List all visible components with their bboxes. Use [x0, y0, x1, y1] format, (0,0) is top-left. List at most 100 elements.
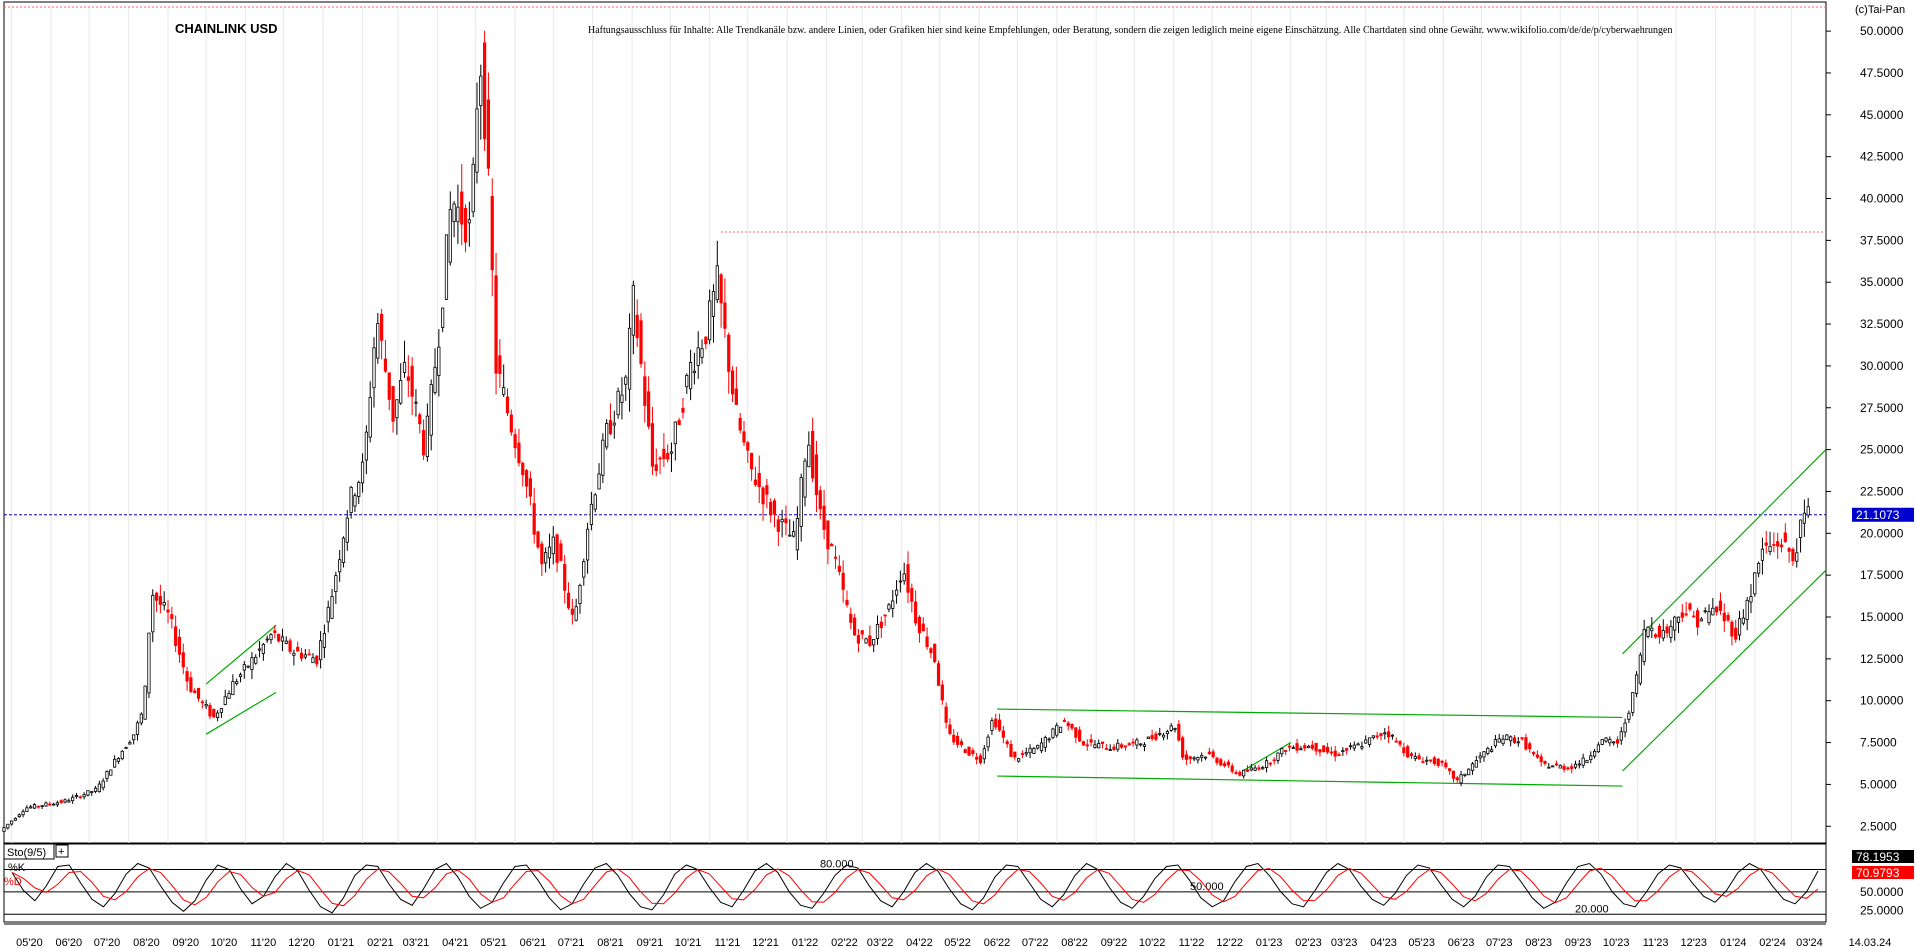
x-tick-label: 06'20: [56, 937, 83, 948]
candle-body: [1528, 743, 1532, 750]
candle-body: [166, 609, 170, 613]
candle-body: [1142, 744, 1147, 747]
candle-body: [1493, 739, 1498, 747]
indicator-y-tick-label: 25.0000: [1860, 904, 1904, 918]
candle-body: [1737, 618, 1742, 636]
candle-body: [1093, 744, 1097, 748]
candle-body: [1417, 755, 1421, 760]
candle-body: [1394, 740, 1398, 743]
y-tick-label: 12.5000: [1860, 652, 1904, 666]
candle-body: [25, 807, 29, 812]
candle-body: [990, 720, 994, 731]
candle-body: [925, 636, 929, 648]
candle-body: [1299, 748, 1303, 751]
candle-body: [349, 486, 353, 514]
x-tick-label: 09'20: [173, 937, 200, 948]
candle-body: [673, 421, 677, 445]
candle-body: [288, 640, 292, 652]
candle-body: [734, 388, 738, 405]
candle-body: [666, 452, 670, 460]
y-tick-label: 17.5000: [1860, 568, 1904, 582]
candle-body: [536, 531, 540, 548]
candle-body: [1463, 773, 1467, 776]
candle-body: [1650, 627, 1654, 632]
candle-body: [723, 302, 727, 329]
candle-body: [1253, 767, 1257, 771]
candle-body: [223, 696, 227, 705]
candle-body: [772, 500, 777, 515]
candle-body: [1352, 744, 1356, 749]
candle-body: [1730, 621, 1734, 637]
candle-body: [1642, 629, 1646, 662]
candle-body: [864, 638, 868, 644]
candle-body: [738, 417, 742, 431]
candle-body: [704, 336, 708, 345]
candle-body: [688, 362, 693, 390]
stochastic-level-label: 50.000: [1190, 881, 1224, 893]
candle-body: [986, 736, 990, 748]
candle-body: [185, 671, 189, 682]
candle-body: [616, 390, 620, 416]
candle-body: [1615, 739, 1620, 744]
candle-body: [425, 415, 429, 458]
indicator-title: Sto(9/5): [7, 847, 46, 859]
candle-body: [1066, 722, 1070, 727]
candle-body: [216, 712, 220, 718]
x-tick-label: 04'22: [906, 937, 933, 948]
x-tick-label: 11'20: [250, 937, 276, 948]
candle-body: [311, 657, 315, 664]
x-tick-label: 09'21: [637, 937, 664, 948]
candle-body: [372, 347, 376, 389]
candle-body: [128, 742, 132, 745]
candle-body: [1692, 615, 1696, 618]
candle-body: [162, 602, 166, 606]
x-tick-label: 09'22: [1101, 937, 1128, 948]
y-tick-label: 2.5000: [1860, 819, 1897, 833]
x-end-label: 14.03.24: [1849, 937, 1892, 948]
candle-body: [1116, 742, 1120, 750]
candle-body: [1554, 763, 1559, 766]
candle-body: [860, 630, 864, 635]
candle-body: [1783, 532, 1787, 542]
candle-body: [1787, 548, 1791, 552]
candle-body: [101, 780, 105, 789]
candle-body: [1341, 750, 1345, 752]
last-price-badge-bg: [1852, 507, 1914, 522]
x-tick-label: 03'24: [1796, 937, 1823, 948]
candle-body: [1291, 747, 1295, 749]
candle-body: [490, 196, 494, 271]
candle-body: [1356, 743, 1360, 746]
y-tick-label: 45.0000: [1860, 108, 1904, 122]
candle-body: [544, 552, 548, 564]
candle-body: [277, 634, 281, 642]
candle-body: [589, 503, 594, 525]
candle-body: [78, 796, 82, 799]
candle-body: [1398, 741, 1402, 745]
candle-body: [1211, 751, 1215, 758]
candle-body: [761, 487, 765, 505]
y-tick-label: 32.5000: [1860, 317, 1904, 331]
candle-body: [1757, 563, 1761, 574]
candle-body: [1436, 758, 1440, 766]
price-layer: [2, 6, 1827, 832]
y-tick-label: 27.5000: [1860, 401, 1904, 415]
indicator-expand-button[interactable]: [55, 844, 69, 858]
candle-body: [585, 528, 590, 561]
indicator-layer: 80.000 50.000 20.000: [4, 858, 1826, 915]
y-tick-label: 50.0000: [1860, 24, 1904, 38]
candle-body: [338, 559, 342, 573]
candle-body: [975, 756, 979, 760]
candle-body: [441, 307, 445, 328]
x-tick-label: 12'23: [1680, 937, 1707, 948]
candle-body: [109, 769, 113, 776]
candle-body: [273, 630, 277, 633]
candle-body: [74, 795, 79, 797]
candle-body: [605, 423, 609, 448]
x-tick-label: 07'23: [1486, 937, 1513, 948]
candle-body: [1009, 744, 1013, 757]
candle-body: [357, 482, 361, 497]
candle-body: [1173, 728, 1177, 730]
candle-body: [29, 806, 33, 809]
y-tick-label: 20.0000: [1860, 526, 1904, 540]
x-tick-label: 02'23: [1295, 937, 1322, 948]
